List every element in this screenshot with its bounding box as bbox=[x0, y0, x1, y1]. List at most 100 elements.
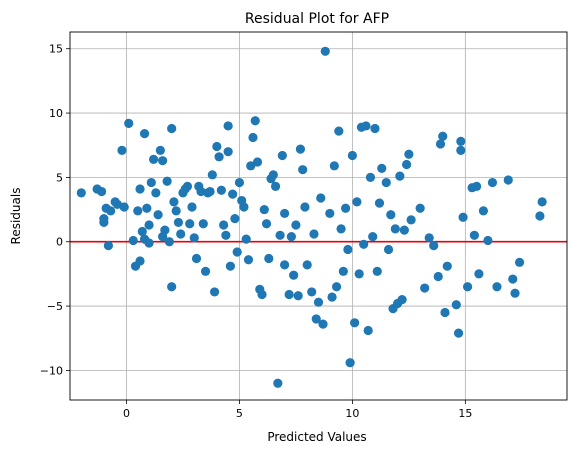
data-point bbox=[248, 132, 258, 143]
data-point bbox=[191, 253, 202, 264]
data-point bbox=[309, 229, 319, 239]
x-tick-label: 10 bbox=[345, 407, 359, 420]
data-point bbox=[221, 230, 231, 240]
data-point bbox=[372, 266, 382, 276]
data-point bbox=[151, 188, 161, 198]
data-point bbox=[264, 253, 274, 264]
y-tick-label: 10 bbox=[49, 107, 63, 120]
data-point bbox=[429, 240, 439, 251]
data-point bbox=[374, 198, 385, 208]
data-point bbox=[164, 237, 174, 247]
data-point bbox=[160, 225, 170, 235]
data-point bbox=[442, 261, 452, 271]
data-point bbox=[133, 206, 143, 216]
data-point bbox=[200, 266, 211, 276]
data-point bbox=[207, 170, 217, 180]
data-point bbox=[359, 239, 369, 249]
data-point bbox=[128, 235, 138, 246]
data-point bbox=[223, 121, 233, 131]
data-point bbox=[377, 163, 387, 173]
data-point bbox=[182, 181, 193, 192]
data-point bbox=[325, 208, 335, 219]
data-point bbox=[286, 231, 296, 242]
data-point bbox=[280, 260, 290, 270]
data-point bbox=[440, 307, 450, 318]
data-point bbox=[370, 123, 380, 134]
data-point bbox=[135, 184, 145, 194]
data-point bbox=[277, 150, 287, 161]
data-point bbox=[148, 154, 159, 164]
data-point bbox=[456, 136, 466, 146]
data-point bbox=[187, 202, 197, 212]
x-axis-ticks: 0 5 10 15 bbox=[123, 400, 472, 420]
data-point bbox=[158, 156, 168, 166]
data-point bbox=[171, 206, 181, 216]
data-point bbox=[469, 230, 479, 240]
data-point bbox=[243, 255, 254, 265]
data-point bbox=[300, 202, 310, 212]
data-point bbox=[463, 282, 473, 292]
y-axis-ticks: −10 −5 0 5 10 15 bbox=[40, 43, 70, 377]
data-point bbox=[167, 282, 177, 292]
data-point bbox=[363, 325, 373, 336]
data-point bbox=[361, 121, 371, 131]
data-point bbox=[216, 185, 226, 195]
data-point bbox=[176, 229, 186, 239]
data-point bbox=[270, 181, 281, 192]
data-point bbox=[239, 202, 249, 212]
data-point bbox=[302, 260, 312, 270]
data-point bbox=[451, 300, 461, 310]
data-point bbox=[246, 161, 256, 171]
data-point bbox=[230, 213, 240, 224]
data-point bbox=[334, 126, 344, 136]
data-point bbox=[142, 203, 152, 213]
data-point bbox=[352, 197, 362, 207]
data-point bbox=[395, 171, 405, 181]
data-point bbox=[241, 234, 251, 244]
data-point bbox=[106, 206, 116, 216]
data-point bbox=[261, 219, 272, 229]
data-point bbox=[257, 289, 267, 300]
data-point bbox=[250, 116, 260, 126]
data-point bbox=[298, 165, 308, 175]
data-point bbox=[313, 297, 324, 307]
data-point bbox=[259, 204, 269, 215]
data-point bbox=[209, 287, 220, 297]
data-point bbox=[173, 217, 184, 228]
data-point bbox=[291, 220, 301, 230]
data-point bbox=[135, 256, 145, 266]
data-point bbox=[284, 289, 294, 300]
x-tick-label: 15 bbox=[458, 407, 472, 420]
data-point bbox=[232, 247, 242, 257]
data-point bbox=[155, 145, 165, 155]
data-point bbox=[228, 189, 238, 199]
y-axis-label: Residuals bbox=[9, 188, 23, 245]
data-point bbox=[293, 291, 303, 301]
data-point bbox=[492, 282, 502, 292]
data-point bbox=[537, 197, 547, 207]
data-point bbox=[311, 314, 321, 324]
data-point bbox=[307, 287, 317, 297]
data-point bbox=[458, 212, 468, 222]
data-point bbox=[478, 206, 489, 216]
data-point bbox=[268, 170, 278, 180]
data-points bbox=[76, 46, 547, 388]
y-tick-label: 5 bbox=[56, 171, 63, 184]
x-tick-label: 0 bbox=[123, 407, 130, 420]
data-point bbox=[185, 219, 195, 229]
data-point bbox=[365, 172, 376, 182]
data-point bbox=[225, 261, 235, 271]
data-point bbox=[205, 186, 215, 197]
data-point bbox=[453, 328, 464, 338]
x-axis-label: Predicted Values bbox=[267, 430, 366, 444]
data-point bbox=[273, 378, 283, 388]
data-point bbox=[280, 208, 290, 219]
data-point bbox=[252, 157, 263, 167]
data-point bbox=[162, 176, 172, 186]
data-point bbox=[402, 159, 412, 170]
data-point bbox=[343, 244, 353, 255]
data-point bbox=[397, 295, 407, 305]
data-point bbox=[119, 202, 129, 212]
data-point bbox=[435, 139, 446, 149]
